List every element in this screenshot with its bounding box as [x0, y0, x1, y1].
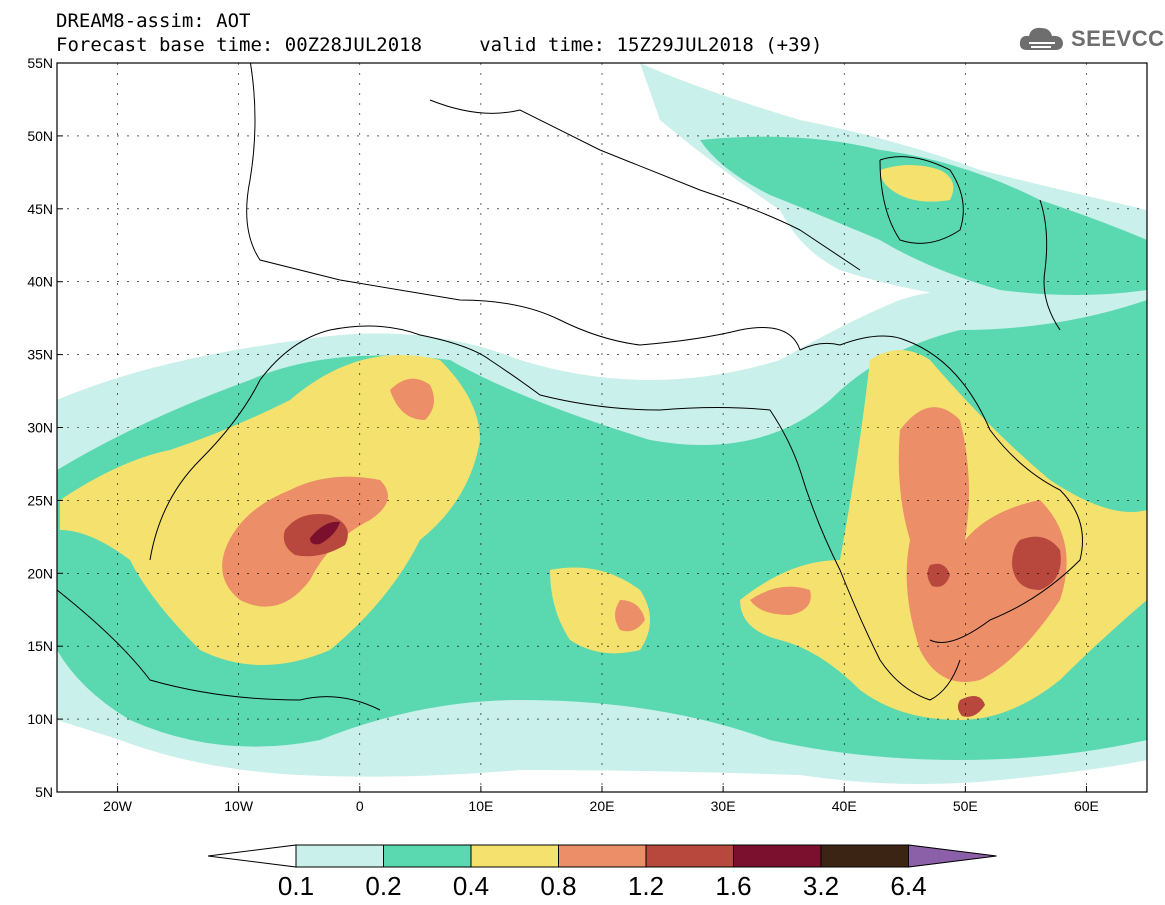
colorbar-label: 0.1: [277, 871, 315, 901]
lat-label: 35N: [27, 347, 53, 363]
lon-label: 40E: [832, 798, 857, 814]
colorbar-low-arrow: [207, 844, 297, 868]
colorbar-label: 1.2: [627, 871, 665, 901]
lat-label: 40N: [27, 274, 53, 290]
lat-label: 5N: [35, 784, 53, 800]
colorbar: [207, 844, 997, 868]
colorbar-bin: [383, 844, 472, 868]
cloud-icon: [1019, 27, 1063, 50]
colorbar-bin: [558, 844, 647, 868]
lon-label: 10E: [468, 798, 493, 814]
lon-label: 20W: [103, 798, 133, 814]
colorbar-label: 1.6: [715, 871, 752, 901]
lon-label: 60E: [1074, 798, 1099, 814]
lat-label: 45N: [27, 201, 53, 217]
colorbar-bin: [733, 844, 822, 868]
colorbar-bin: [295, 844, 384, 868]
map-title: DREAM8-assim: AOT: [56, 10, 251, 32]
colorbar-label: 3.2: [802, 871, 840, 901]
colorbar-label: 0.4: [452, 871, 490, 901]
axis-ticks: 5N 10N 15N 20N 25N 30N 35N 40N 45N 50N 55N 20W 10W 0 1…: [27, 55, 1147, 814]
lon-label: 10W: [224, 798, 254, 814]
lat-label: 20N: [27, 565, 53, 581]
lon-label: 50E: [953, 798, 978, 814]
lat-label: 15N: [27, 638, 53, 654]
coastlines: [57, 63, 1083, 711]
forecast-time-line: Forecast base time: 00Z28JUL2018 valid t…: [56, 34, 823, 56]
lon-label: 20E: [590, 798, 615, 814]
lat-label: 50N: [27, 128, 53, 144]
colorbar-bin: [645, 844, 734, 868]
colorbar-bin: [820, 844, 909, 868]
lon-label: 30E: [711, 798, 736, 814]
colorbar-label: 0.8: [540, 871, 577, 901]
lat-label: 55N: [27, 55, 53, 71]
lat-label: 10N: [27, 711, 53, 727]
colorbar-bin: [470, 844, 559, 868]
aot-1.6-field: [310, 521, 340, 545]
lon-label: 0: [356, 798, 364, 814]
colorbar-label: 6.4: [890, 871, 927, 901]
colorbar-label: 0.2: [365, 871, 402, 901]
lat-label: 30N: [27, 420, 53, 436]
seevccc-logo: SEEVCCC: [1017, 22, 1165, 56]
colorbar-high-arrow: [908, 844, 997, 868]
lat-label: 25N: [27, 492, 53, 508]
